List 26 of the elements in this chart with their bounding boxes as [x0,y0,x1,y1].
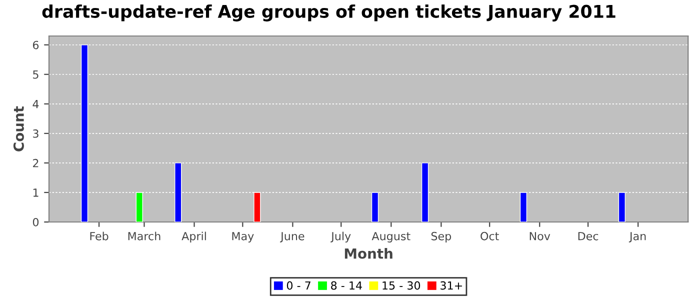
x-tick-label: Dec [578,232,598,240]
y-tick-label: 1 [33,188,38,197]
x-tick-label: July [330,232,351,242]
legend-label: 31+ [440,281,462,290]
y-tick-label: 3 [33,129,38,138]
y-tick-label: 6 [32,40,39,50]
x-tick-label: March [128,232,160,240]
x-tick-label: Feb [90,232,108,240]
chart-title: drafts-update-ref Age groups of open tickets January 2011 [42,4,616,22]
y-tick-label: 5 [33,70,38,79]
y-axis-title: Count [13,106,24,152]
y-tick-label: 2 [33,158,38,168]
y-tick-label: 0 [32,218,39,226]
x-tick-label: April [182,232,206,242]
legend-label: 15 - 30 [382,281,420,290]
x-tick-label: Jan [628,232,646,242]
legend-label: 8 - 14 [331,281,362,290]
x-tick-label: June [280,232,304,242]
legend-label: 0 - 7 [286,281,310,290]
x-tick-label: Oct [480,232,499,240]
x-tick-label: Sep [431,232,452,242]
y-tick-label: 4 [32,100,39,108]
x-axis-title: Month [344,248,392,259]
x-tick-label: August [372,232,410,242]
x-tick-label: Nov [530,232,550,240]
x-tick-label: May [232,232,254,242]
